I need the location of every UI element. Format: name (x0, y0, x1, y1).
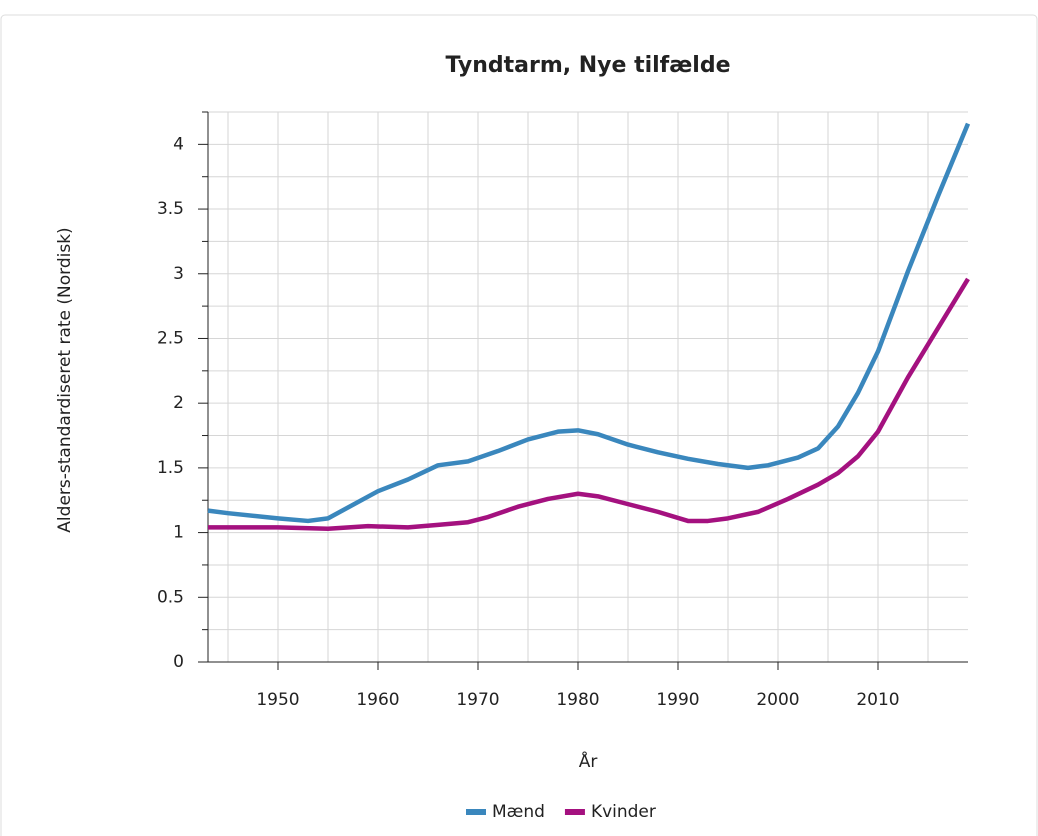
line-series (208, 277, 970, 531)
x-tick-label: 2010 (856, 690, 899, 710)
line-series (207, 122, 971, 524)
y-tick-label: 3.5 (157, 199, 184, 219)
y-tick-label: 1.5 (157, 458, 184, 478)
y-tick-label: 4 (173, 134, 184, 154)
x-tick-label: 1980 (556, 690, 599, 710)
x-tick-label: 1950 (256, 690, 299, 710)
y-axis-label: Alders-standardiseret rate (Nordisk) (55, 227, 75, 532)
chart-title: Tyndtarm, Nye tilfælde (445, 53, 730, 78)
x-tick-label: 2000 (756, 690, 799, 710)
x-axis-label: År (579, 750, 598, 772)
y-tick-label: 0 (173, 652, 184, 672)
y-tick-label: 2 (173, 393, 184, 413)
legend-label: Kvinder (591, 802, 656, 822)
x-tick-label: 1990 (656, 690, 699, 710)
legend-label: Mænd (492, 802, 545, 822)
y-tick-label: 0.5 (157, 587, 184, 607)
y-tick-label: 1 (173, 523, 184, 543)
x-tick-label: 1970 (456, 690, 499, 710)
y-tick-label: 2.5 (157, 328, 184, 348)
x-tick-label: 1960 (356, 690, 399, 710)
y-tick-label: 3 (173, 264, 184, 284)
